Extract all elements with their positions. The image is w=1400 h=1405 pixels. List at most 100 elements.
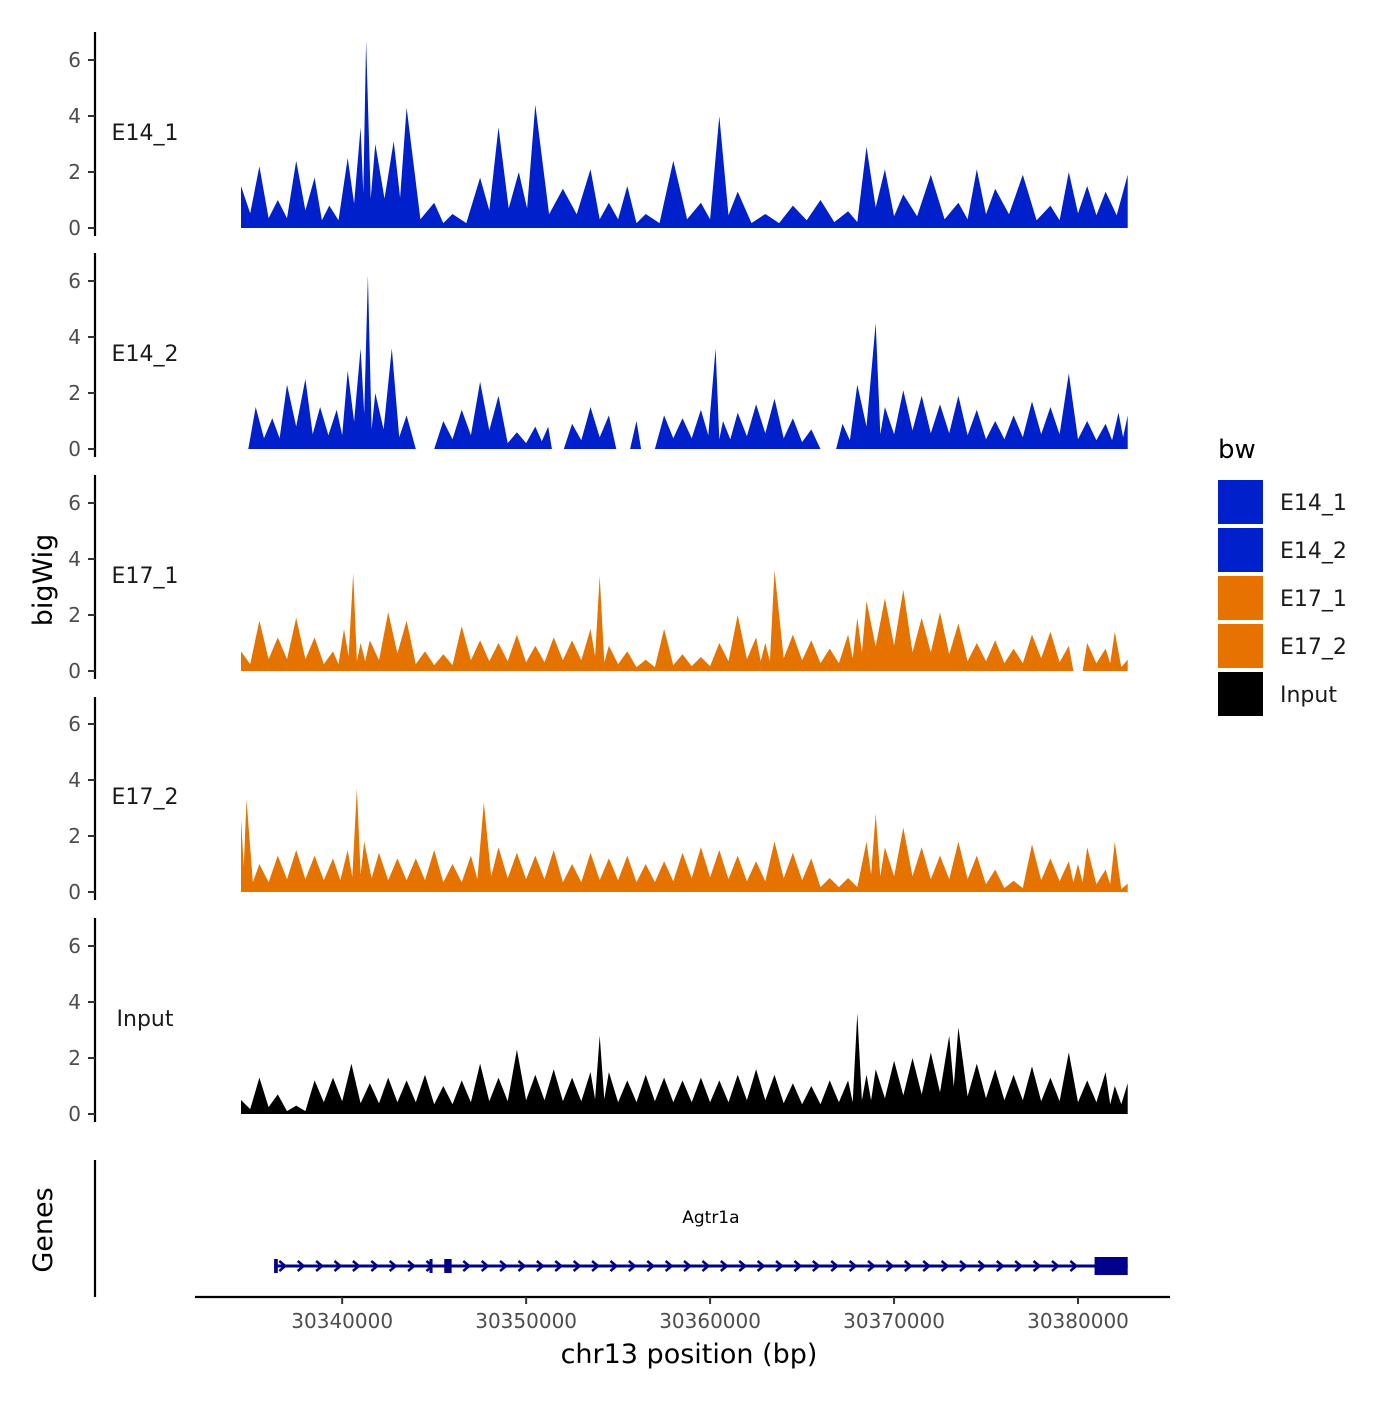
signal-area-E17_1: [241, 570, 1128, 671]
track-label: E14_1: [112, 121, 179, 146]
y-tick-label: 2: [68, 160, 81, 184]
y-tick-label: 6: [68, 712, 81, 736]
track-E14_2: 0 2 4 6 E14_2: [68, 253, 1128, 461]
strand-arrow: [554, 1260, 564, 1272]
tracks-layer: 0 2 4 6 E14_1 0 2 4 6 E14_2 0 2 4 6 E17_1 0 2 4 6 E17_2 0 2 4 6…: [68, 32, 1128, 1126]
strand-arrow: [940, 1260, 950, 1272]
strand-arrow: [664, 1260, 674, 1272]
strand-arrow: [830, 1260, 840, 1272]
x-tick-label: 30350000: [475, 1309, 577, 1333]
strand-arrow: [885, 1260, 895, 1272]
strand-arrow: [388, 1260, 398, 1272]
strand-arrow: [572, 1260, 582, 1272]
strand-arrow: [628, 1260, 637, 1272]
strand-arrow: [977, 1260, 987, 1272]
y-tick-label: 2: [68, 603, 81, 627]
y-tick-label: 0: [68, 659, 81, 683]
y-tick-label: 4: [68, 768, 81, 792]
strand-arrow: [701, 1260, 711, 1272]
strand-arrow: [1051, 1260, 1060, 1272]
track-E17_1: 0 2 4 6 E17_1: [68, 475, 1128, 683]
y-tick-label: 6: [68, 48, 81, 72]
legend-label: E14_1: [1280, 491, 1347, 516]
legend-swatch-E17_2: [1218, 624, 1263, 668]
legend-label: E17_1: [1280, 587, 1347, 612]
legend-label: Input: [1280, 683, 1337, 708]
strand-arrow: [536, 1260, 545, 1272]
strand-arrow: [922, 1260, 932, 1272]
strand-arrow: [352, 1260, 361, 1272]
strand-arrow: [756, 1260, 766, 1272]
gene-exon: [429, 1259, 433, 1273]
strand-arrow: [499, 1260, 509, 1272]
strand-arrow: [738, 1260, 748, 1272]
signal-area-E14_2: [241, 275, 1128, 449]
strand-arrow: [811, 1260, 821, 1272]
y-tick-label: 4: [68, 547, 81, 571]
strand-arrow: [278, 1260, 288, 1272]
strand-arrow: [296, 1260, 306, 1272]
strand-arrow: [959, 1260, 968, 1272]
x-tick-label: 30370000: [843, 1309, 945, 1333]
legend-label: E14_2: [1280, 539, 1347, 564]
strand-arrow: [609, 1260, 619, 1272]
legend-swatch-Input: [1218, 672, 1263, 716]
strand-arrow: [333, 1260, 343, 1272]
y-tick-label: 2: [68, 381, 81, 405]
gene-track: Agtr1a: [93, 1160, 1128, 1297]
y-tick-label: 0: [68, 880, 81, 904]
track-E17_2: 0 2 4 6 E17_2: [68, 697, 1128, 904]
track-label: Input: [117, 1007, 174, 1032]
y-tick-label: 2: [68, 824, 81, 848]
y-tick-label: 0: [68, 437, 81, 461]
legend-title: bw: [1218, 435, 1256, 465]
strand-arrow: [1069, 1260, 1079, 1272]
strand-arrow: [480, 1260, 490, 1272]
legend-swatch-E14_2: [1218, 528, 1263, 572]
track-E14_1: 0 2 4 6 E14_1: [68, 32, 1128, 240]
y-tick-label: 4: [68, 325, 81, 349]
strand-arrow: [867, 1260, 876, 1272]
strand-arrow: [1014, 1260, 1024, 1272]
strand-arrow: [462, 1260, 472, 1272]
legend-swatch-E17_1: [1218, 576, 1263, 620]
strand-arrow: [591, 1260, 600, 1272]
signal-area-E14_1: [241, 40, 1128, 229]
y-tick-label: 2: [68, 1046, 81, 1070]
legend-swatch-E14_1: [1218, 480, 1263, 524]
gene-exon: [1094, 1257, 1128, 1275]
legend-label: E17_2: [1280, 635, 1347, 660]
x-tick-label: 30380000: [1027, 1309, 1129, 1333]
signal-area-E17_2: [241, 788, 1128, 892]
track-Input: 0 2 4 6 Input: [68, 918, 1128, 1126]
strand-arrow: [848, 1260, 858, 1272]
track-label: E17_1: [112, 564, 179, 589]
signal-area-Input: [241, 1013, 1128, 1114]
y-axis-title: bigWig: [28, 534, 59, 627]
strand-arrow: [315, 1260, 325, 1272]
strand-arrow: [793, 1260, 803, 1272]
genes-axis-title: Genes: [28, 1187, 59, 1272]
y-tick-label: 6: [68, 269, 81, 293]
gene-label: Agtr1a: [682, 1208, 739, 1228]
track-label: E17_2: [112, 785, 179, 810]
x-tick-label: 30340000: [291, 1309, 393, 1333]
strand-arrow: [407, 1260, 417, 1272]
track-label: E14_2: [112, 342, 179, 367]
strand-arrow: [720, 1260, 729, 1272]
y-tick-label: 4: [68, 104, 81, 128]
x-axis-title: chr13 position (bp): [561, 1339, 818, 1370]
x-tick-label: 30360000: [659, 1309, 761, 1333]
strand-arrow: [775, 1260, 784, 1272]
y-tick-label: 0: [68, 1102, 81, 1126]
x-axis: chr13 position (bp) 30340000 30350000 3036…: [195, 1295, 1170, 1370]
y-tick-label: 0: [68, 216, 81, 240]
gene-exon: [444, 1259, 452, 1273]
gene-exon: [274, 1259, 278, 1273]
strand-arrow: [683, 1260, 692, 1272]
y-tick-label: 4: [68, 990, 81, 1014]
strand-arrow: [1032, 1260, 1042, 1272]
y-tick-label: 6: [68, 491, 81, 515]
